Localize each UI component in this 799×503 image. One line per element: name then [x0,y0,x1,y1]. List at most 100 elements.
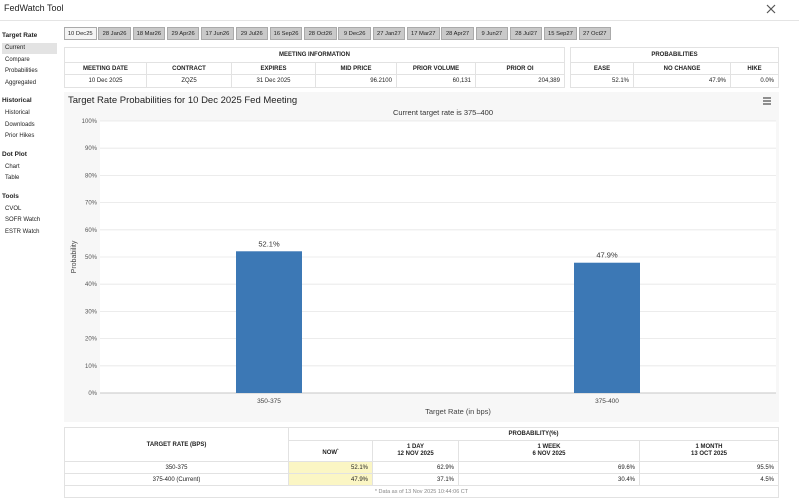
x-axis-title: Target Rate (in bps) [425,407,491,416]
column-header: PRIOR VOLUME [397,62,476,75]
sidebar-section-title: Dot Plot [2,150,27,158]
bar [236,251,302,393]
table-cell: 96.2100 [316,75,397,88]
table-group-header: PROBABILITY(%) [289,427,779,441]
date-tab[interactable]: 28 Oct26 [304,27,337,40]
x-tick-label: 350-375 [257,398,281,405]
table-footnote: * Data as of 13 Nov 2025 10:44:06 CT [64,486,779,498]
column-header: NOW* [289,441,373,462]
table-cell: 47.9% [634,75,731,88]
column-header: MID PRICE [316,62,397,75]
column-note: * [337,446,339,452]
table-cell: ZQZ5 [147,75,232,88]
column-date: 13 OCT 2025 [690,451,728,457]
column-header: CONTRACT [147,62,232,75]
date-tab[interactable]: 17 Jun26 [201,27,234,40]
date-tab[interactable]: 28 Apr27 [441,27,474,40]
table-cell: 0.0% [731,75,779,88]
column-date: 6 NOV 2025 [532,451,566,457]
table-cell: 95.5% [640,462,779,474]
table-cell: 31 Dec 2025 [232,75,316,88]
chart-subtitle: Current target rate is 375–400 [393,108,493,117]
date-tab[interactable]: 9 Dec26 [338,27,371,40]
date-tab[interactable]: 28 Jul27 [509,27,543,40]
table-group-header: MEETING INFORMATION [64,47,565,62]
sidebar-item[interactable]: Compare [5,56,30,63]
table-cell: 69.6% [459,462,640,474]
date-tab[interactable]: 16 Sep26 [269,27,303,40]
table-cell: 10 Dec 2025 [64,75,147,88]
column-title: 1 DAY [406,444,425,450]
y-tick-label: 70% [85,201,98,207]
table-cell: 37.1% [373,474,459,486]
chart: Target Rate Probabilities for 10 Dec 202… [68,95,776,416]
date-tab[interactable]: 29 Jul26 [235,27,268,40]
table-cell: 204,389 [476,75,565,88]
table-cell: 30.4% [459,474,640,486]
column-header: PRIOR OI [476,62,565,75]
data-label: 52.1% [258,239,280,248]
y-tick-label: 60% [85,228,98,234]
y-tick-label: 90% [85,146,98,152]
table-cell: 47.9% [289,474,373,486]
y-tick-label: 40% [85,282,98,288]
sidebar-item[interactable]: Current [2,43,57,54]
date-tab[interactable]: 28 Jan26 [98,27,131,40]
chart-panel: Target Rate Probabilities for 10 Dec 202… [64,92,779,422]
table-cell: 60,131 [397,75,476,88]
column-date: 12 NOV 2025 [397,451,434,457]
column-title-wrap: NOW* [322,446,338,457]
column-header: MEETING DATE [64,62,147,75]
sidebar-item[interactable]: SOFR Watch [5,217,41,223]
sidebar-item[interactable]: Table [5,175,20,181]
column-header: EASE [570,62,634,75]
date-tab[interactable]: 27 Oct27 [578,27,611,40]
date-tab[interactable]: 10 Dec25 [64,27,97,40]
column-title: 1 MONTH [695,444,723,450]
date-tab[interactable]: 18 Mar26 [132,27,166,40]
column-header: EXPIRES [232,62,316,75]
date-tab[interactable]: 29 Apr26 [166,27,200,40]
close-button[interactable] [766,4,776,14]
y-axis-title: Probability [71,240,78,273]
table-header: TARGET RATE (BPS) [64,427,289,462]
y-tick-label: 50% [85,255,98,261]
chart-menu-button[interactable] [763,97,771,105]
column-title: 1 WEEK [537,444,561,450]
date-tab[interactable]: 15 Sep27 [544,27,577,40]
sidebar-item[interactable]: ESTR Watch [5,228,40,235]
table-cell: 375-400 (Current) [64,474,289,486]
date-tab[interactable]: 9 Jun27 [475,27,509,40]
column-header: 1 WEEK 6 NOV 2025 [459,441,640,462]
y-tick-label: 100% [82,119,98,125]
y-tick-label: 10% [85,364,98,370]
bar [574,262,640,393]
column-title: NOW [322,449,338,456]
table-cell: 62.9% [373,462,459,474]
table-group-header: PROBABILITIES [570,47,779,62]
sidebar-item[interactable]: Historical [5,110,30,116]
date-tab[interactable]: 17 Mar27 [407,27,440,40]
sidebar-item[interactable]: Probabilities [5,68,38,74]
table-cell: 350-375 [64,462,289,474]
column-header: 1 DAY 12 NOV 2025 [373,441,459,462]
sidebar-section-title: Historical [2,97,32,104]
y-tick-label: 0% [88,391,97,397]
sidebar-section-title: Target Rate [2,32,38,39]
table-cell: 52.1% [289,462,373,474]
sidebar-item[interactable]: Aggregated [5,79,37,86]
chart-title: Target Rate Probabilities for 10 Dec 202… [68,95,297,106]
y-tick-label: 80% [85,173,98,179]
date-tab[interactable]: 27 Jan27 [372,27,406,40]
sidebar-item[interactable]: Prior Hikes [5,133,35,139]
header-divider [0,20,799,21]
data-label: 47.9% [596,251,618,260]
sidebar-section-title: Tools [2,192,19,200]
y-tick-label: 20% [85,337,98,343]
sidebar-item[interactable]: Downloads [5,121,35,128]
sidebar-item[interactable]: CVOL [5,205,22,212]
column-header: NO CHANGE [634,62,731,75]
sidebar-item[interactable]: Chart [5,163,20,170]
y-tick-label: 30% [85,309,98,315]
